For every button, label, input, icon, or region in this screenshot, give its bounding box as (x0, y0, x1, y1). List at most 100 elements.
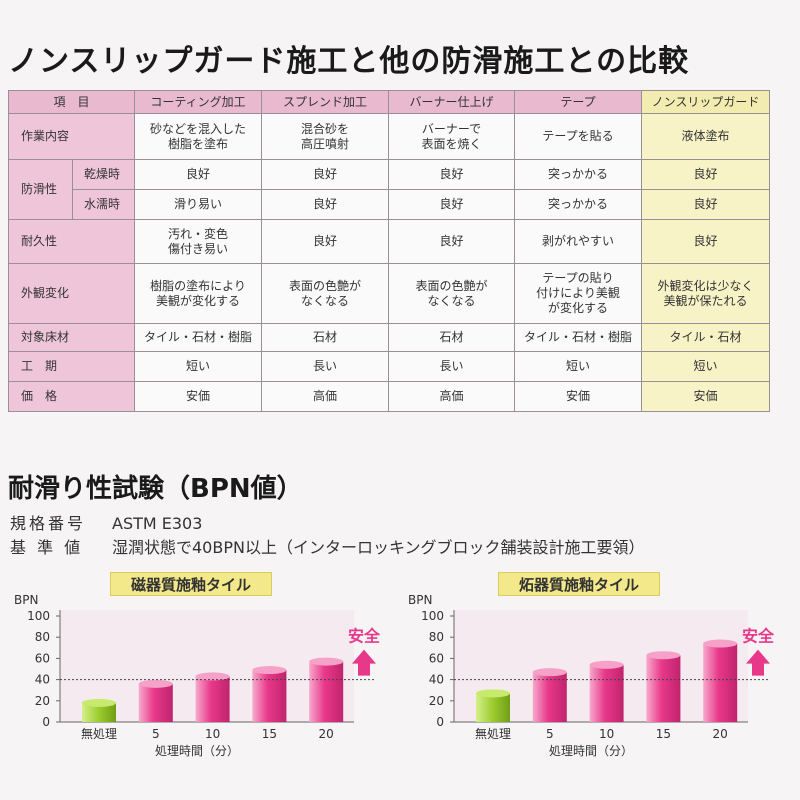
table-cell: 長い (261, 351, 390, 382)
spec-label: 規格番号 (10, 514, 87, 533)
table-cell: 外観変化は少なく 美観が保たれる (641, 263, 771, 324)
y-tick-label: 0 (42, 715, 50, 729)
y-tick-label: 100 (421, 609, 444, 623)
y-tick-label: 0 (436, 715, 444, 729)
table-cell: 砂などを混入した 樹脂を塗布 (134, 113, 263, 160)
standard-line: 基 準 値 湿潤状態で40BPN以上（インターロッキングブロック舗装設計施工要領） (10, 534, 644, 558)
row-header: 外観変化 (7, 263, 136, 324)
bar (646, 655, 681, 722)
table-cell: 良好 (261, 189, 390, 220)
bar-cap (309, 657, 344, 666)
table-cell: 良好 (641, 159, 771, 190)
table-cell: 長い (388, 351, 516, 382)
table-cell: 表面の色艶が なくなる (388, 263, 516, 324)
table-cell: タイル・石材・樹脂 (134, 323, 263, 352)
bar (703, 643, 738, 722)
y-tick-label: 40 (429, 673, 444, 687)
bar-cap (138, 679, 173, 688)
y-tick-label: 60 (429, 651, 444, 665)
table-header-row: 項 目 コーティング加工 スプレンド加工 バーナー仕上げ テープ ノンスリップガ… (7, 90, 771, 114)
table-cell: テープを貼る (514, 113, 643, 160)
bar (138, 683, 173, 722)
y-tick-label: 20 (429, 694, 444, 708)
table-cell: バーナーで 表面を焼く (388, 113, 516, 160)
table-row: 耐久性 汚れ・変色 傷付き易い 良好 良好 剥がれやすい 良好 (7, 219, 771, 264)
column-header: テープ (514, 90, 643, 114)
bar-cap (82, 698, 116, 707)
item-header: 項 目 (7, 90, 136, 114)
x-tick-label: 無処理 (475, 726, 511, 741)
row-subheader: 乾燥時 (71, 159, 136, 190)
column-header: バーナー仕上げ (388, 90, 516, 114)
table-cell: 突っかかる (514, 189, 643, 220)
standard-value: 湿潤状態で40BPN以上（インターロッキングブロック舗装設計施工要領） (112, 538, 645, 557)
y-tick-label: 100 (27, 609, 50, 623)
bar (589, 664, 624, 722)
bar (532, 672, 567, 722)
bar (82, 702, 116, 722)
table-cell: 良好 (388, 219, 516, 264)
bar (252, 670, 287, 722)
y-tick-label: 80 (429, 630, 444, 644)
table-cell: 高価 (261, 381, 390, 412)
test-heading: 耐滑り性試験（BPN値） (8, 474, 303, 504)
table-cell: 高価 (388, 381, 516, 412)
x-tick-label: 無処理 (81, 726, 117, 741)
table-cell: 滑り易い (134, 189, 263, 220)
table-cell: 良好 (134, 159, 263, 190)
table-cell: タイル・石材 (641, 323, 771, 352)
row-header: 作業内容 (7, 113, 136, 160)
x-tick-label: 20 (713, 727, 728, 741)
column-header-highlight: ノンスリップガード (641, 90, 771, 114)
safe-label: 安全 (348, 627, 381, 646)
table-cell: 安価 (134, 381, 263, 412)
row-subheader: 水濡時 (71, 189, 136, 220)
standard-label: 基 準 値 (10, 538, 84, 557)
table-cell: 混合砂を 高圧噴射 (261, 113, 390, 160)
row-header: 工 期 (7, 351, 136, 382)
table-cell: 石材 (388, 323, 516, 352)
bpn-chart-porcelain: 磁器質施釉タイル BPN 0 20 40 60 80 100 無処理 5 10 15 20 安全 処理時間… (6, 568, 386, 778)
table-cell: 良好 (261, 159, 390, 190)
table-cell: 安価 (641, 381, 771, 412)
x-axis-label: 処理時間（分） (155, 744, 239, 758)
y-axis-label: BPN (408, 593, 432, 607)
table-row: 価 格安価 高価 高価 安価 安価 (7, 381, 771, 412)
y-tick-label: 80 (35, 630, 50, 644)
bar (476, 693, 510, 722)
row-header: 対象床材 (7, 323, 136, 352)
x-axis-label: 処理時間（分） (549, 744, 633, 758)
bar (195, 676, 230, 722)
page-title: ノンスリップガード施工と他の防滑施工との比較 (8, 44, 690, 79)
table-cell: 短い (134, 351, 263, 382)
safe-label: 安全 (742, 627, 775, 646)
bar-cap (476, 689, 510, 698)
table-cell: 突っかかる (514, 159, 643, 190)
chart-title: 炻器質施釉タイル (498, 572, 660, 596)
x-tick-label: 20 (319, 727, 334, 741)
bar-cap (646, 651, 681, 660)
spec-line: 規格番号 ASTM E303 (10, 510, 202, 534)
row-header: 防滑性 (8, 159, 73, 220)
comparison-table: 項 目 コーティング加工 スプレンド加工 バーナー仕上げ テープ ノンスリップガ… (7, 90, 771, 412)
table-cell: 剥がれやすい (514, 219, 643, 264)
table-cell: 樹脂の塗布により 美観が変化する (134, 263, 263, 324)
table-row: 防滑性 乾燥時 良好 良好 良好 突っかかる 良好 (8, 159, 771, 220)
table-cell: 短い (514, 351, 643, 382)
bar-cap (252, 666, 287, 675)
x-tick-label: 5 (152, 727, 160, 741)
table-cell: 良好 (388, 189, 516, 220)
y-tick-label: 40 (35, 673, 50, 687)
table-cell: 石材 (261, 323, 390, 352)
y-tick-label: 60 (35, 651, 50, 665)
bar-cap (195, 672, 230, 681)
table-row: 外観変化 樹脂の塗布により 美観が変化する 表面の色艶が なくなる 表面の色艶が なく… (7, 263, 771, 324)
x-tick-label: 15 (656, 727, 671, 741)
table-cell: タイル・石材・樹脂 (514, 323, 643, 352)
table-cell: 良好 (641, 219, 771, 264)
table-cell: 良好 (641, 189, 771, 220)
table-cell: 良好 (388, 159, 516, 190)
x-tick-label: 5 (546, 727, 554, 741)
